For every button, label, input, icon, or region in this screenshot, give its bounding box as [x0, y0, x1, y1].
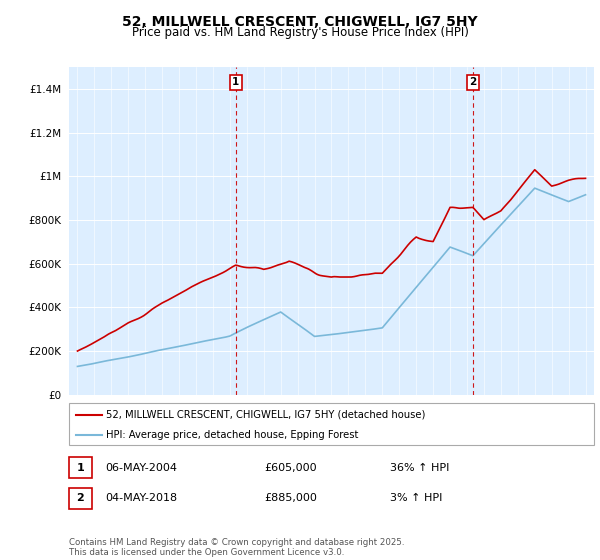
- Text: 2: 2: [469, 77, 476, 87]
- Text: 2: 2: [77, 493, 84, 503]
- Text: Contains HM Land Registry data © Crown copyright and database right 2025.
This d: Contains HM Land Registry data © Crown c…: [69, 538, 404, 557]
- Text: 52, MILLWELL CRESCENT, CHIGWELL, IG7 5HY: 52, MILLWELL CRESCENT, CHIGWELL, IG7 5HY: [122, 15, 478, 29]
- Text: 1: 1: [232, 77, 239, 87]
- Text: 1: 1: [77, 463, 84, 473]
- Text: 36% ↑ HPI: 36% ↑ HPI: [390, 463, 449, 473]
- Text: £605,000: £605,000: [264, 463, 317, 473]
- Text: 06-MAY-2004: 06-MAY-2004: [105, 463, 177, 473]
- Text: 04-MAY-2018: 04-MAY-2018: [105, 493, 177, 503]
- Text: Price paid vs. HM Land Registry's House Price Index (HPI): Price paid vs. HM Land Registry's House …: [131, 26, 469, 39]
- Text: 52, MILLWELL CRESCENT, CHIGWELL, IG7 5HY (detached house): 52, MILLWELL CRESCENT, CHIGWELL, IG7 5HY…: [106, 410, 425, 420]
- Text: £885,000: £885,000: [264, 493, 317, 503]
- Text: HPI: Average price, detached house, Epping Forest: HPI: Average price, detached house, Eppi…: [106, 430, 359, 440]
- Text: 3% ↑ HPI: 3% ↑ HPI: [390, 493, 442, 503]
